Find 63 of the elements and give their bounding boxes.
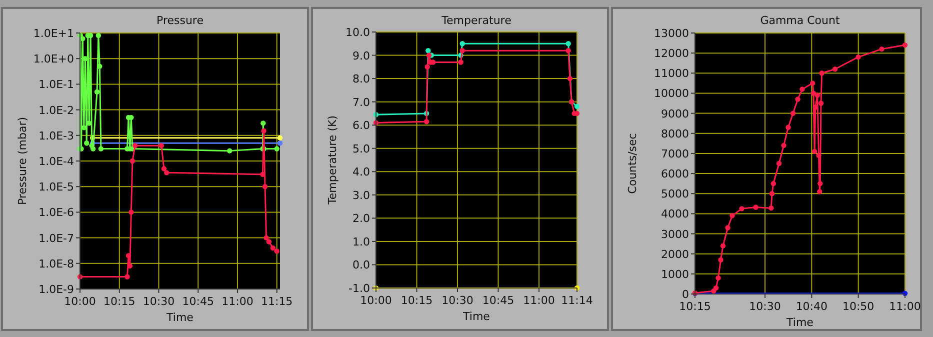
y-tick-label: 5000 bbox=[661, 188, 689, 201]
x-tick-label: 10:30 bbox=[442, 294, 474, 307]
x-tick-label: 10:45 bbox=[182, 295, 214, 308]
x-tick-label: 10:30 bbox=[142, 295, 175, 308]
y-axis-title: Temperature (K) bbox=[326, 116, 339, 206]
y-tick-label: 1.0E-5 bbox=[38, 180, 74, 194]
y-tick-label: 6000 bbox=[661, 168, 689, 181]
x-tick-label: 11:00 bbox=[222, 295, 254, 308]
x-tick-label: 10:00 bbox=[64, 295, 96, 308]
y-tick-label: 1.0E-2 bbox=[38, 104, 74, 117]
y-tick-label: 8000 bbox=[661, 127, 689, 140]
x-tick-label: 11:00 bbox=[523, 294, 555, 307]
x-axis-title: Time bbox=[462, 310, 490, 323]
y-tick-label: 1.0E-9 bbox=[38, 283, 74, 296]
x-tick-label: 10:45 bbox=[482, 294, 514, 307]
x-tick-label: 10:15 bbox=[679, 300, 711, 313]
y-tick-label: 7.0 bbox=[352, 96, 370, 109]
x-tick-label: 10:15 bbox=[104, 295, 136, 308]
x-axis-title: Time bbox=[166, 311, 194, 324]
x-tick-label: 11:14 bbox=[561, 294, 593, 307]
y-tick-label: 1.0E-3 bbox=[38, 129, 74, 142]
y-tick-label: 11000 bbox=[654, 67, 689, 80]
x-tick-label: 11:00 bbox=[889, 300, 921, 313]
x-tick-label: 10:50 bbox=[842, 300, 874, 313]
y-tick-label: 5.0 bbox=[352, 142, 370, 156]
y-tick-label: 1.0E+0 bbox=[33, 52, 74, 66]
y-tick-label: 4000 bbox=[661, 208, 689, 221]
y-axis-title: Pressure (mbar) bbox=[16, 116, 29, 206]
y-tick-label: 9000 bbox=[661, 107, 689, 120]
x-tick-label: 10:00 bbox=[360, 294, 392, 307]
y-tick-label: 7000 bbox=[661, 147, 689, 160]
chart-title: Temperature bbox=[440, 14, 512, 27]
y-tick-label: 1.0 bbox=[352, 235, 370, 248]
y-tick-label: 10000 bbox=[654, 87, 689, 100]
y-tick-label: -1.0 bbox=[348, 282, 370, 295]
y-axis-title: Counts/sec bbox=[626, 133, 639, 194]
y-tick-label: 0 bbox=[682, 288, 689, 301]
chart-title: Pressure bbox=[156, 14, 204, 27]
y-tick-label: 6.0 bbox=[352, 119, 370, 132]
y-tick-label: 8.0 bbox=[352, 72, 370, 86]
y-tick-label: 1.0E-8 bbox=[38, 257, 74, 270]
y-tick-label: 10.0 bbox=[346, 26, 370, 39]
y-tick-label: 1.0E-6 bbox=[38, 206, 74, 220]
y-tick-label: 12000 bbox=[654, 47, 689, 60]
chart-title: Gamma Count bbox=[760, 14, 840, 27]
x-tick-label: 11:15 bbox=[261, 295, 293, 308]
y-tick-label: 1000 bbox=[661, 268, 689, 281]
y-tick-label: 1.0E-1 bbox=[38, 78, 74, 92]
y-tick-label: 3000 bbox=[661, 228, 689, 241]
x-tick-label: 10:30 bbox=[749, 300, 781, 313]
y-tick-label: 2.0 bbox=[352, 212, 370, 226]
x-tick-label: 10:40 bbox=[796, 300, 828, 313]
x-tick-label: 10:15 bbox=[400, 294, 433, 307]
y-tick-label: 3.0 bbox=[352, 188, 370, 202]
y-tick-label: 13000 bbox=[654, 27, 689, 40]
y-tick-label: 9.0 bbox=[352, 49, 370, 62]
y-tick-label: 0.0 bbox=[352, 258, 370, 272]
y-tick-label: 4.0 bbox=[352, 166, 370, 179]
y-tick-label: 2000 bbox=[661, 248, 689, 261]
y-tick-label: 1.0E-7 bbox=[38, 232, 74, 245]
y-tick-label: 1.0E+1 bbox=[33, 27, 74, 40]
y-tick-label: 1.0E-4 bbox=[38, 155, 74, 168]
x-axis-title: Time bbox=[786, 316, 814, 329]
